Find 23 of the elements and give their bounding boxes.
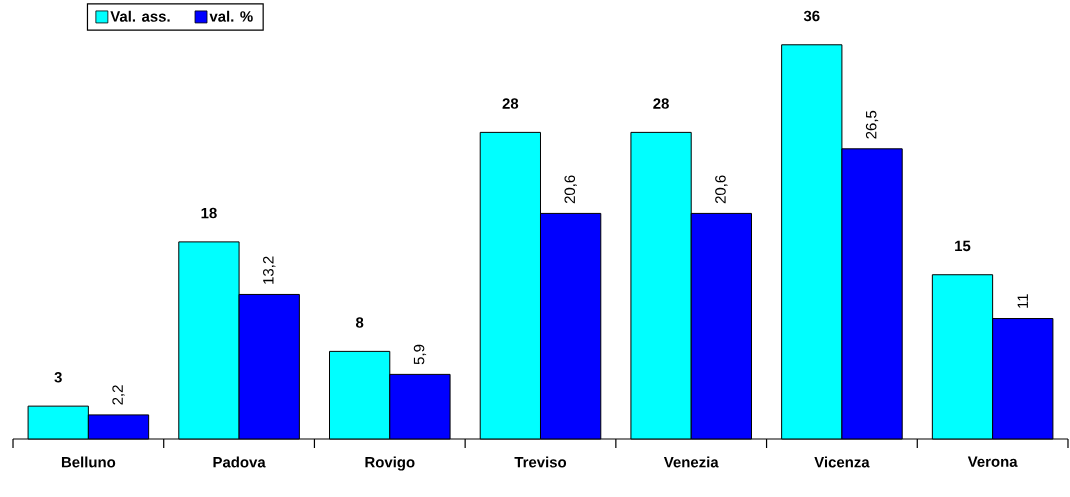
data-label: 20,6 (715, 175, 728, 204)
data-label: 28 (502, 98, 519, 109)
legend-label: Val. ass. (110, 10, 170, 22)
data-label: 26,5 (865, 110, 879, 139)
data-label: 13,2 (263, 256, 276, 284)
data-label: 20,6 (564, 175, 577, 204)
data-label: 2,2 (112, 385, 125, 405)
data-label: 15 (955, 240, 971, 252)
x-tick-label: Vicenza (814, 456, 870, 468)
data-label: 18 (201, 207, 217, 219)
x-tick-label: Belluno (61, 456, 116, 468)
data-label: 8 (355, 317, 364, 328)
x-tick-label: Rovigo (365, 456, 415, 471)
data-label: 36 (803, 10, 820, 22)
x-tick-label: Treviso (514, 456, 567, 468)
data-label: 28 (653, 98, 669, 109)
x-tick-label: Verona (967, 456, 1018, 467)
legend-label: val. % (209, 10, 253, 22)
x-tick-label: Padova (213, 456, 266, 468)
x-tick-label: Venezia (663, 456, 719, 468)
data-label: 5,9 (413, 344, 427, 365)
data-label: 3 (54, 372, 62, 383)
data-label: 11 (1017, 294, 1028, 308)
